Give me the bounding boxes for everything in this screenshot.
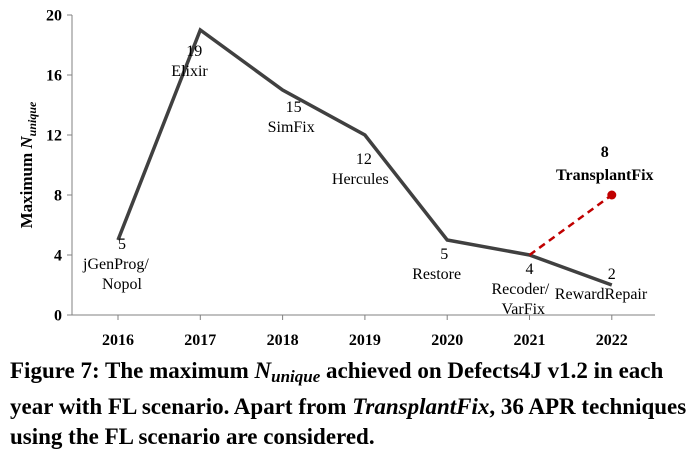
data-label-name: Elixir <box>171 63 208 80</box>
x-tick-label: 2017 <box>184 332 216 349</box>
x-tick-label: 2018 <box>267 332 299 349</box>
data-labels: 5 jGenProg/Nopol 19 Elixir 15 SimFix 12 Hercule… <box>82 43 654 318</box>
data-label-name: VarFix <box>502 301 546 318</box>
x-tick-label: 2020 <box>431 332 463 349</box>
axes <box>71 15 655 316</box>
transplantfix-value-label: 8 <box>601 144 609 161</box>
y-tick-label: 12 <box>46 128 62 145</box>
data-label-value: 2 <box>608 266 616 283</box>
y-ticks: 0 4 8 12 16 20 <box>46 8 72 325</box>
data-label-name: Recoder/ <box>492 281 550 298</box>
y-tick-label: 0 <box>54 308 62 325</box>
y-axis-label: Maximum Nunique <box>17 101 39 228</box>
data-label-value: 4 <box>526 261 534 278</box>
data-label-name: jGenProg/ <box>82 256 149 273</box>
data-label-value: 12 <box>356 151 372 168</box>
data-label-name: Hercules <box>332 171 389 188</box>
transplantfix-name-label: TransplantFix <box>556 167 654 184</box>
series-lines <box>116 27 613 287</box>
x-tick-label: 2016 <box>102 332 134 349</box>
data-label-value: 15 <box>286 99 302 116</box>
x-ticks: 2016 2017 2018 2019 2020 2021 2022 <box>102 315 628 349</box>
data-label-value: 5 <box>440 246 448 263</box>
data-label-value: 19 <box>186 43 202 60</box>
data-label-name: Nopol <box>102 276 143 293</box>
data-label-name: Restore <box>412 266 461 283</box>
y-tick-label: 8 <box>54 188 62 205</box>
y-tick-label: 16 <box>46 68 62 85</box>
data-label-name: SimFix <box>268 119 315 136</box>
series-line-transplantfix <box>528 193 613 257</box>
figure-caption: Figure 7: The maximum Nunique achieved o… <box>10 358 687 449</box>
y-tick-label: 4 <box>54 248 62 265</box>
y-tick-label: 20 <box>46 8 62 25</box>
data-label-name: RewardRepair <box>555 286 648 303</box>
x-tick-label: 2022 <box>596 332 628 349</box>
transplantfix-point <box>607 190 617 200</box>
data-label-value: 5 <box>118 236 126 253</box>
x-tick-label: 2021 <box>514 332 546 349</box>
x-tick-label: 2019 <box>349 332 381 349</box>
data-points <box>607 190 617 200</box>
